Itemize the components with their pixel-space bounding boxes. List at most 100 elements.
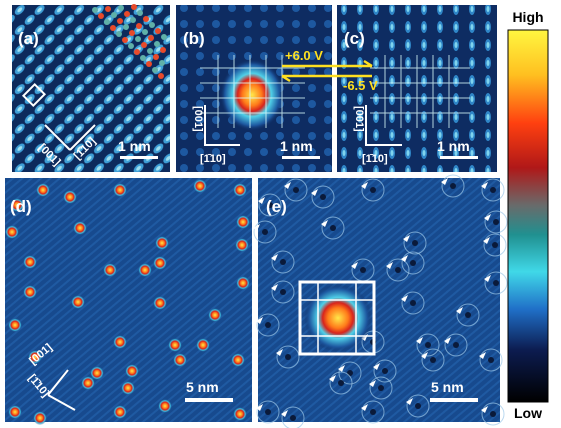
- ring: [484, 210, 508, 234]
- adsorbate: [153, 296, 167, 310]
- atom: [143, 16, 149, 22]
- marker: [284, 182, 291, 189]
- atom: [131, 4, 137, 10]
- ring: [281, 406, 305, 428]
- vacancy: [465, 312, 471, 318]
- ring: [253, 220, 277, 244]
- vacancy: [410, 260, 416, 266]
- panel-label: (a): [18, 29, 39, 48]
- marker: [421, 352, 428, 359]
- axes: [365, 105, 402, 146]
- marker: [406, 398, 413, 405]
- vacancy: [492, 242, 498, 248]
- vacancy: [285, 354, 291, 360]
- vacancy: [395, 267, 401, 273]
- vacancy: [320, 194, 326, 200]
- adsorbate: [125, 364, 139, 378]
- adsorbate: [90, 366, 104, 380]
- ring: [481, 402, 505, 426]
- ring: [271, 250, 295, 274]
- adsorbate: [10, 198, 24, 212]
- adsorbate: [73, 221, 87, 235]
- ring: [444, 333, 468, 357]
- adsorbate: [23, 285, 37, 299]
- vacancy: [262, 229, 268, 235]
- marker: [403, 235, 410, 242]
- vacancy: [360, 267, 366, 273]
- marker: [351, 262, 358, 269]
- ring: [403, 231, 427, 255]
- marker: [369, 380, 376, 387]
- scale-label: 1 nm: [280, 138, 313, 154]
- marker: [329, 375, 336, 382]
- adsorbate: [173, 353, 187, 367]
- atom: [161, 34, 167, 40]
- vacancy: [453, 342, 459, 348]
- marker: [256, 317, 263, 324]
- atom: [134, 49, 140, 55]
- atom: [154, 41, 160, 47]
- adsorbate: [233, 407, 247, 421]
- adsorbate: [28, 350, 42, 364]
- atom: [105, 6, 111, 12]
- adsorbate: [233, 183, 247, 197]
- atom: [141, 42, 147, 48]
- axes: [204, 105, 240, 146]
- ring: [258, 193, 282, 217]
- ring: [338, 361, 362, 385]
- atom: [92, 7, 98, 13]
- marker: [444, 337, 451, 344]
- vacancy: [425, 342, 431, 348]
- vacancy: [293, 187, 299, 193]
- atom: [155, 28, 161, 34]
- vacancy: [450, 183, 456, 189]
- atom: [135, 36, 141, 42]
- colorbar-low: Low: [514, 405, 542, 421]
- marker: [311, 189, 318, 196]
- atom: [110, 25, 116, 31]
- marker: [256, 404, 263, 411]
- scale-label: 5 nm: [186, 379, 219, 395]
- ring: [479, 348, 503, 372]
- axis-label: [001]: [192, 106, 204, 132]
- marker: [401, 255, 408, 262]
- panel-label: (c): [344, 29, 365, 48]
- vacancy: [370, 409, 376, 415]
- adsorbate: [208, 308, 222, 322]
- marker: [281, 410, 288, 417]
- adsorbate: [158, 399, 172, 413]
- marker: [416, 337, 423, 344]
- vacancy: [370, 187, 376, 193]
- ring: [373, 359, 397, 383]
- vacancy: [338, 380, 344, 386]
- atom: [159, 60, 165, 66]
- ring: [361, 178, 385, 202]
- ring: [481, 178, 505, 202]
- colorbar-gradient: [507, 29, 549, 403]
- adsorbate: [113, 183, 127, 197]
- panel-a: (a) [001] [1̄10] 1 nm: [12, 4, 170, 172]
- adsorbate: [153, 256, 167, 270]
- panel-label: (e): [266, 197, 287, 216]
- vacancy: [415, 403, 421, 409]
- ring: [416, 333, 440, 357]
- scale-bar: [430, 398, 478, 402]
- vacancy: [265, 409, 271, 415]
- ring: [386, 258, 410, 282]
- adsorbate: [168, 338, 182, 352]
- atom: [122, 37, 128, 43]
- vacancy: [493, 219, 499, 225]
- axis-label: [1̄10]: [362, 153, 388, 165]
- voltage-label: -6.5 V: [343, 78, 378, 93]
- marker: [481, 406, 488, 413]
- ring: [256, 313, 280, 337]
- marker: [271, 254, 278, 261]
- vacancy: [490, 187, 496, 193]
- marker: [484, 275, 491, 282]
- scale-bar: [440, 156, 478, 159]
- atom: [140, 55, 146, 61]
- marker: [338, 365, 345, 372]
- adsorbate: [231, 353, 245, 367]
- ring: [483, 233, 507, 257]
- axes: [47, 369, 76, 411]
